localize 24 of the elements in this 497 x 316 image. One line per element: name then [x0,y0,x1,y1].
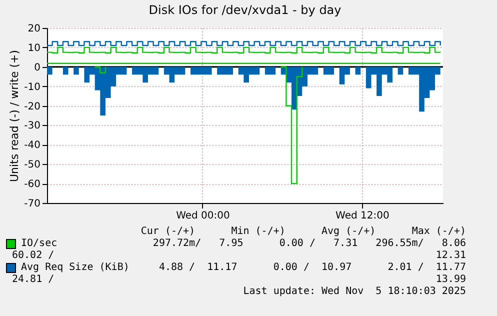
x-tick-label: Wed 12:00 [336,210,390,222]
x-tick-label: Wed 00:00 [176,210,230,222]
text: 12.31 [436,250,466,262]
y-tick-label: 0 [34,62,40,74]
y-tick-label: -50 [24,160,40,171]
y-tick-label: 20 [28,24,40,34]
legend-label: IO/sec [21,238,58,250]
y-tick-label: -40 [24,140,40,152]
y-tick-label: -30 [24,120,40,132]
text: 297.72m/ 7.95 0.00 / 7.31 296.55m/ 8.06 [152,238,466,250]
text: 13.99 [436,274,466,286]
y-tick-label: 10 [28,42,40,54]
text: Last update: Wed Nov 5 18:10:03 2025 [242,286,466,298]
text: 60.02 / [12,250,54,262]
y-tick-label: -60 [24,179,40,190]
text: 4.88 / 11.17 0.00 / 10.97 2.01 / 11.77 [158,262,466,274]
text: Cur (-/+) Min (-/+) Avg (-/+) Max (-/+) [140,226,466,238]
chart-title: Disk IOs for /dev/xvda1 - by day [148,3,342,17]
y-tick-label: -20 [24,101,40,112]
y-axis-title: Units read (-) / write (+) [8,50,22,182]
legend-label: Avg Req Size (KiB) [21,262,130,274]
y-tick-label: -10 [24,82,40,93]
y-tick-label: -70 [24,198,40,210]
text: 24.81 / [12,274,54,286]
